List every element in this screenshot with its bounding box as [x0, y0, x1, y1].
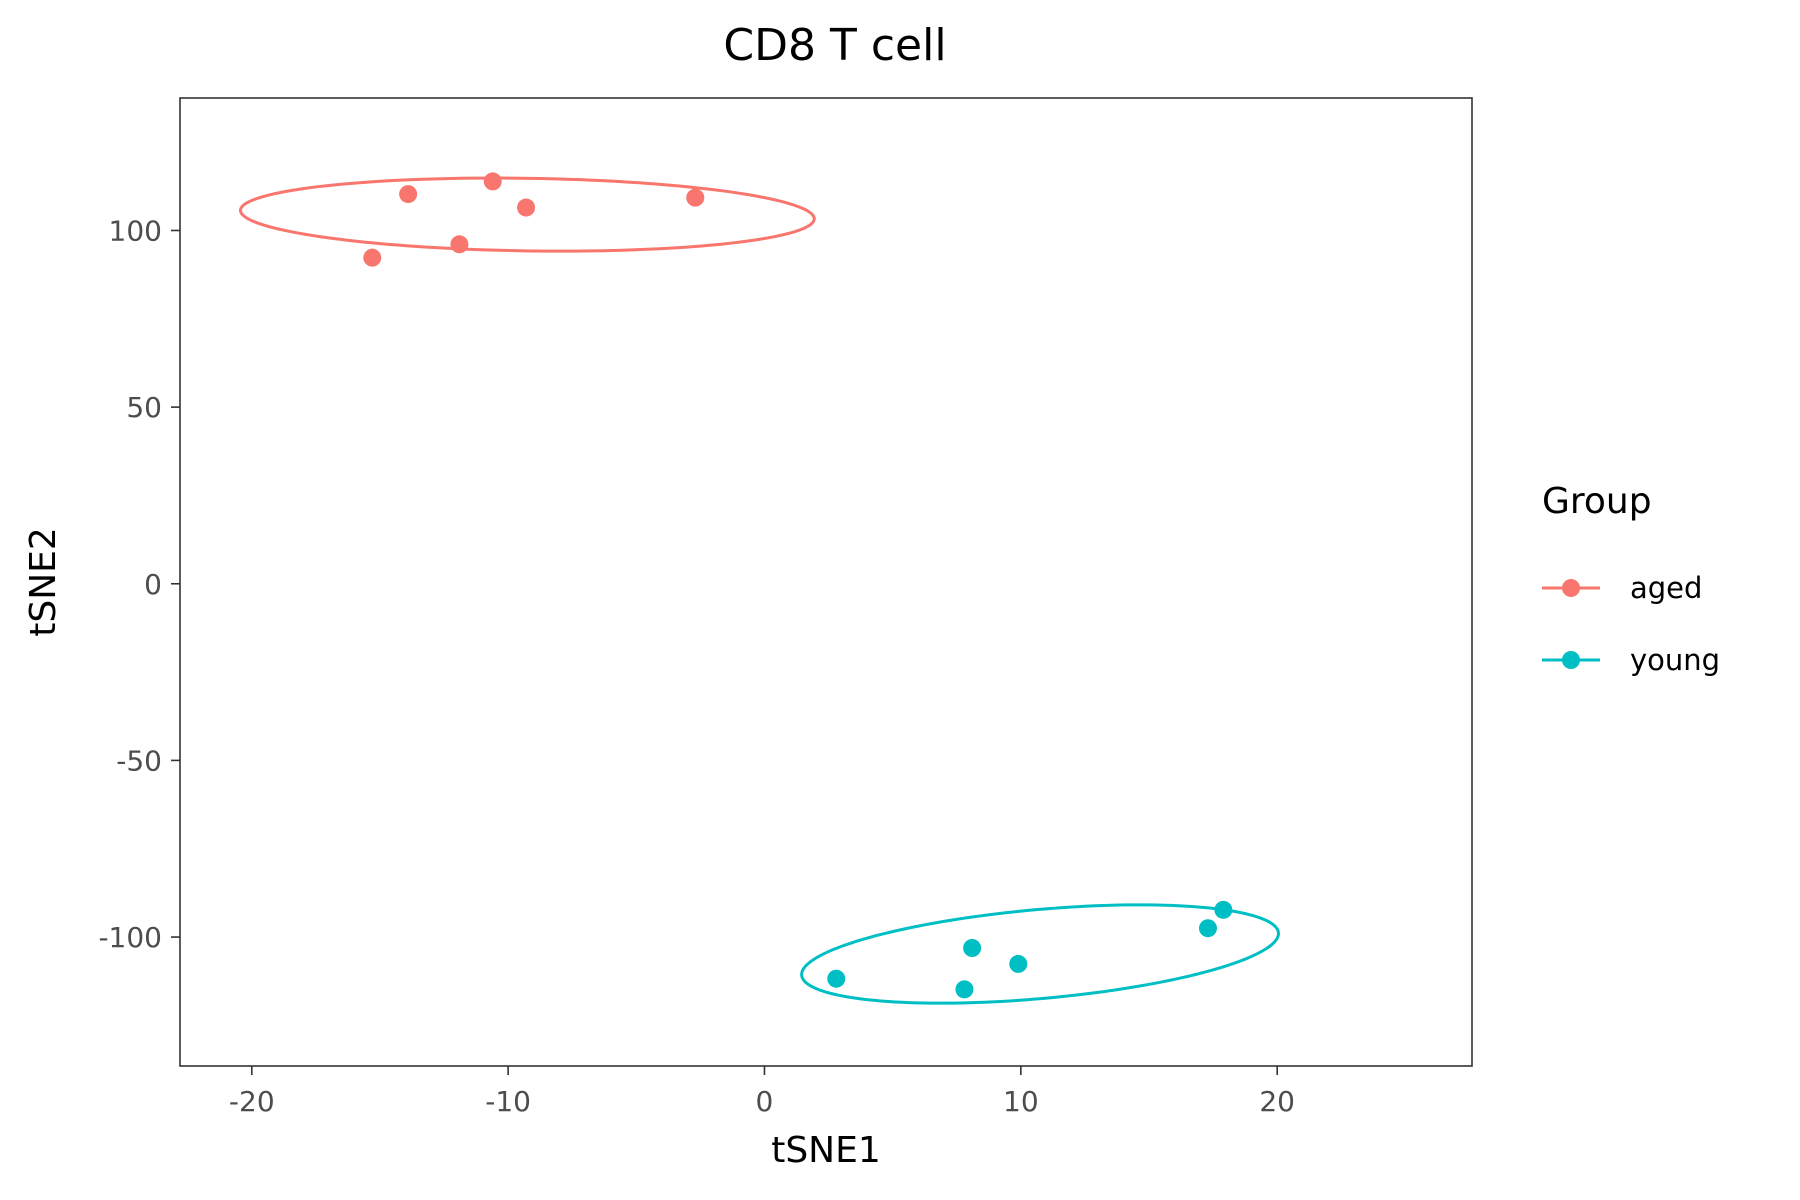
y-tick-label: -100	[98, 921, 162, 954]
point-aged	[399, 185, 418, 204]
x-axis-title: tSNE1	[771, 1130, 881, 1171]
y-tick-label: 0	[144, 568, 162, 601]
legend-marker-aged	[1562, 579, 1580, 597]
point-aged	[686, 188, 705, 207]
legend-items: aged young	[1542, 571, 1720, 677]
legend-item-young: young	[1542, 643, 1720, 677]
y-tick-label: 100	[109, 214, 162, 247]
x-tick-label: 10	[1003, 1085, 1039, 1118]
plot-panel-border	[179, 97, 1473, 1067]
point-aged	[450, 235, 469, 254]
y-tick-label: 50	[126, 391, 162, 424]
x-tick-label: 20	[1259, 1085, 1295, 1118]
ellipse-aged	[238, 176, 816, 253]
point-young	[1009, 954, 1028, 973]
point-aged	[517, 198, 536, 217]
point-young	[827, 969, 846, 988]
x-tick-label: 0	[756, 1085, 774, 1118]
point-aged	[363, 248, 382, 267]
x-tick-label: -10	[485, 1085, 531, 1118]
legend-label-young: young	[1630, 643, 1720, 677]
point-young	[1214, 900, 1233, 919]
plot-area	[238, 172, 1280, 1005]
point-young	[955, 980, 974, 999]
legend-marker-young	[1562, 651, 1580, 669]
legend-title: Group	[1542, 481, 1652, 522]
x-tick-label: -20	[229, 1085, 275, 1118]
point-aged	[483, 172, 502, 191]
legend: Group aged young	[1542, 481, 1720, 677]
point-young	[963, 939, 982, 957]
y-tick-label: -50	[116, 744, 162, 777]
ellipse-young	[800, 903, 1280, 1005]
y-axis-title: tSNE2	[23, 527, 64, 637]
legend-item-aged: aged	[1542, 571, 1702, 605]
legend-label-aged: aged	[1630, 571, 1702, 605]
y-axis-ticks: -100 -50 0 50 100	[98, 214, 180, 954]
point-young	[1198, 919, 1217, 938]
x-axis-ticks: -20 -10 0 10 20	[229, 1066, 1295, 1118]
chart-title: CD8 T cell	[723, 20, 946, 71]
